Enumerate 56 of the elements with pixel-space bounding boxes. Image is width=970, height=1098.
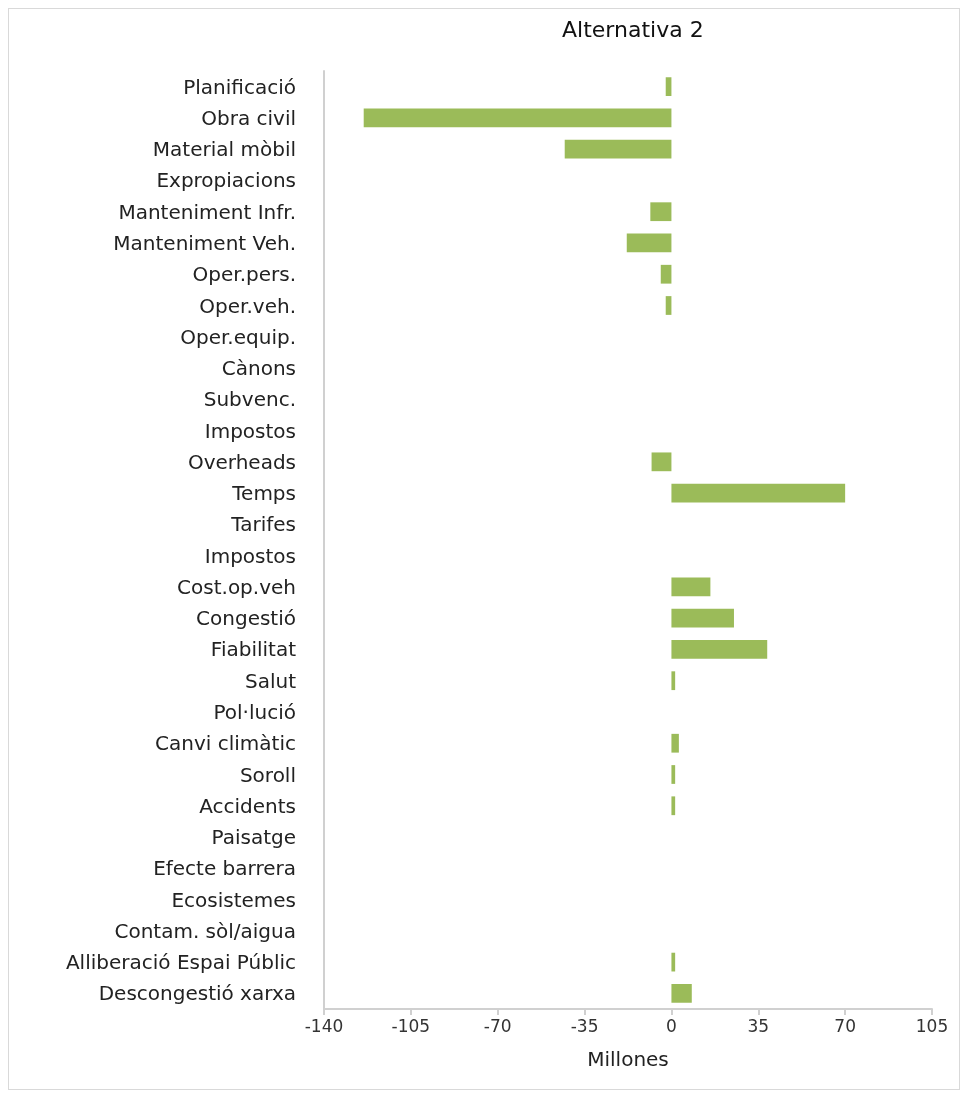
bar (651, 452, 672, 472)
x-tick-label: -35 (570, 1015, 599, 1036)
y-tick-label: Temps (231, 481, 296, 506)
y-tick-label: Oper.pers. (192, 262, 296, 287)
bar (671, 733, 679, 753)
bar (671, 952, 676, 972)
y-tick-label: Impostos (204, 543, 296, 568)
bar (564, 139, 672, 159)
y-tick-label: Manteniment Veh. (113, 230, 296, 255)
y-tick-label: Fiabilitat (210, 637, 297, 662)
y-tick-label: Contam. sòl/aigua (114, 918, 296, 943)
bar (660, 264, 672, 284)
y-tick-label: Canvi climàtic (155, 731, 296, 756)
x-tick-label: 70 (834, 1015, 856, 1036)
y-tick-label: Planificació (183, 74, 296, 99)
x-tick-label: 105 (915, 1015, 949, 1036)
y-tick-label: Overheads (187, 449, 296, 474)
y-tick-label: Tarifes (230, 512, 296, 537)
x-axis-title: Millones (587, 1047, 669, 1071)
bar (626, 233, 672, 253)
y-tick-label: Efecte barrera (153, 856, 296, 881)
y-tick-label: Subvenc. (203, 387, 296, 412)
y-tick-label: Material mòbil (152, 137, 296, 162)
y-tick-label: Salut (244, 668, 297, 693)
bar (650, 202, 672, 222)
x-tick-label: -105 (391, 1015, 431, 1036)
x-tick-label: 35 (747, 1015, 770, 1036)
bar (671, 671, 676, 691)
chart-title: Alternativa 2 (562, 16, 704, 42)
x-tick-label: 0 (666, 1015, 677, 1036)
y-tick-label: Oper.veh. (199, 293, 296, 318)
bar (671, 765, 676, 784)
bar (671, 796, 676, 816)
bar (671, 608, 734, 628)
y-tick-label: Impostos (204, 418, 296, 443)
y-tick-label: Obra civil (201, 105, 296, 130)
x-tick-label: -70 (483, 1015, 512, 1036)
y-tick-label: Paisatge (211, 825, 296, 850)
y-tick-label: Cost.op.veh (177, 574, 296, 599)
bar (671, 577, 711, 597)
y-tick-label: Expropiacions (156, 168, 296, 193)
y-tick-label: Pol·lució (213, 699, 296, 724)
bar (671, 983, 692, 1003)
y-tick-label: Descongestió xarxa (98, 981, 296, 1006)
y-tick-label: Alliberació Espai Públic (65, 950, 296, 975)
y-tick-label: Manteniment Infr. (118, 199, 296, 224)
y-tick-label: Ecosistemes (171, 887, 296, 912)
y-tick-label: Congestió (196, 606, 296, 631)
y-tick-label: Soroll (239, 762, 296, 787)
bar (671, 640, 768, 659)
y-tick-label: Cànons (221, 356, 296, 381)
bar (363, 108, 672, 128)
x-tick-label: -140 (304, 1015, 344, 1036)
y-tick-label: Oper.equip. (180, 324, 296, 349)
y-tick-label: Accidents (199, 793, 296, 818)
bar (671, 483, 846, 503)
